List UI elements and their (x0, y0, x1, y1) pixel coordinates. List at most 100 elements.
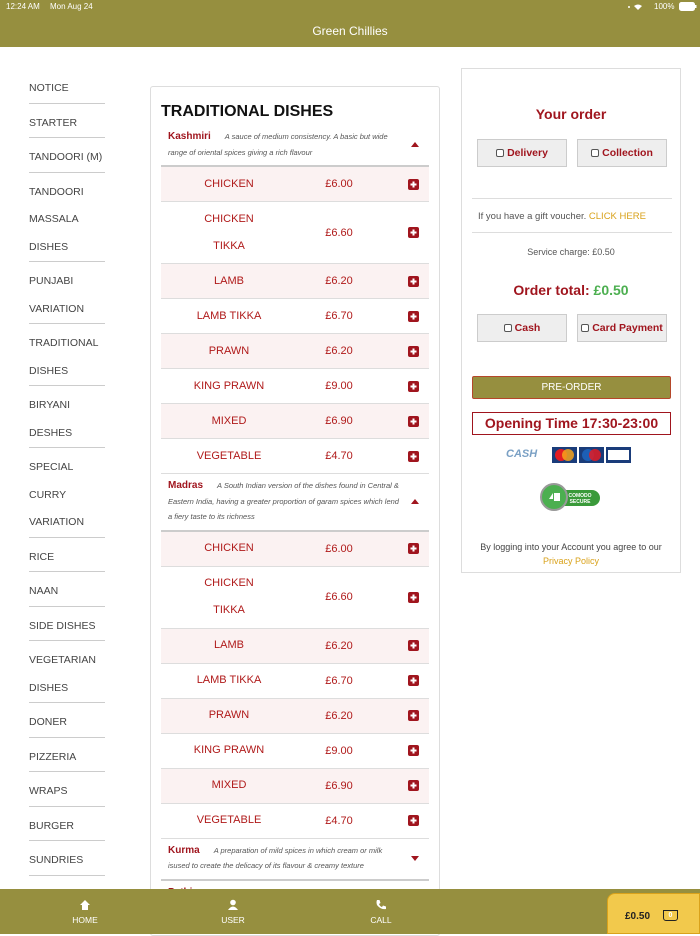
item-name: LAMB TIKKA (196, 674, 262, 686)
add-button[interactable] (408, 815, 419, 826)
section-name: Kashmiri (168, 131, 211, 142)
item-price: £6.20 (325, 345, 353, 357)
add-button[interactable] (408, 710, 419, 721)
menu-item: VEGETABLE £4.70 (161, 804, 429, 839)
section-header[interactable]: Madras A South Indian version of the dish… (161, 474, 429, 532)
add-button[interactable] (408, 345, 419, 357)
category-link[interactable]: BIRYANI DESHES (29, 392, 105, 448)
add-button[interactable] (408, 178, 419, 190)
category-link[interactable]: SIDE DISHES (29, 613, 105, 641)
category-link[interactable]: TANDOORI (M) (29, 144, 105, 173)
add-button[interactable] (408, 380, 419, 392)
cash-logo: CASH (506, 448, 538, 460)
add-button[interactable] (408, 745, 419, 756)
item-name: LAMB (214, 274, 244, 287)
add-button[interactable] (408, 675, 419, 686)
add-button[interactable] (408, 591, 419, 603)
item-name: CHICKEN TIKKA (204, 212, 254, 252)
item-name: MIXED (211, 779, 247, 791)
category-link[interactable]: DONER (29, 709, 105, 738)
section-header[interactable]: Kurma A preparation of mild spices in whi… (161, 839, 429, 881)
status-icons (628, 4, 642, 10)
total-value: £0.50 (593, 282, 629, 298)
bottom-nav: HOME USER CALL £0.50 0 (0, 889, 700, 934)
menu-item: KING PRAWN £9.00 (161, 734, 429, 769)
item-name: LAMB (214, 639, 244, 651)
item-name: VEGETABLE (196, 449, 262, 462)
agreement: By logging into your Account you agree t… (462, 540, 680, 568)
status-battery: 100% (654, 2, 675, 11)
nav-icon (376, 900, 386, 910)
card-button[interactable]: Card Payment (577, 314, 667, 342)
checkbox[interactable] (581, 324, 590, 332)
category-link[interactable]: PUNJABI VARIATION (29, 268, 105, 324)
nav-item[interactable]: HOME (55, 899, 115, 925)
service-charge: Service charge: £0.50 (527, 247, 615, 257)
category-link[interactable]: NAAN (29, 578, 105, 607)
header: 12:24 AM Mon Aug 24 100% Green Chillies (0, 0, 700, 47)
category-sidebar: NOTICE STARTER TANDOORI (M) TANDOORI MASSAL… (29, 75, 105, 882)
add-button[interactable] (408, 640, 419, 651)
status-date: Mon Aug 24 (50, 2, 93, 11)
category-link[interactable]: RICE (29, 544, 105, 572)
section-name: Kurma (168, 844, 200, 856)
item-list: CHICKEN £6.00 CHICKEN TIKKA £6.60 LAMB £6.20 L… (161, 531, 429, 839)
category-link[interactable]: PIZZERIA (29, 744, 105, 772)
category-link[interactable]: TRADITIONAL DISHES (29, 330, 105, 386)
cart-count: 0 (663, 910, 678, 921)
section-description: A sauce of medium consistency. A basic b… (168, 132, 388, 157)
divider (472, 198, 672, 199)
category-link[interactable]: BURGER (29, 813, 105, 841)
item-price: £4.70 (325, 814, 353, 827)
item-price: £6.70 (325, 310, 353, 322)
menu-item: CHICKEN TIKKA £6.60 (161, 202, 429, 264)
gift-voucher: If you have a gift voucher. CLICK HERE (478, 211, 646, 222)
menu-item: VEGETABLE £4.70 (161, 439, 429, 474)
cart-button[interactable]: £0.50 0 (607, 893, 700, 934)
item-name: LAMB TIKKA (196, 309, 262, 322)
item-price: £6.20 (325, 639, 353, 652)
nav-label: CALL (370, 915, 392, 925)
pre-order-button[interactable]: PRE-ORDER (472, 376, 671, 399)
checkbox[interactable] (496, 149, 505, 157)
add-button[interactable] (408, 543, 419, 554)
checkbox[interactable] (591, 149, 600, 157)
add-button[interactable] (408, 415, 419, 427)
category-link[interactable]: VEGETARIAN DISHES (29, 647, 105, 703)
add-button[interactable] (408, 780, 419, 791)
item-name: VEGETABLE (196, 814, 262, 826)
order-title: Your order (535, 106, 607, 122)
privacy-link[interactable]: Privacy Policy (542, 556, 599, 566)
nav-icon (80, 900, 90, 910)
secure-logo: COMODO SECURE (568, 493, 592, 505)
gift-link[interactable]: CLICK HERE (588, 211, 646, 222)
add-button[interactable] (408, 450, 419, 462)
delivery-button[interactable]: Delivery (477, 139, 567, 167)
section-header[interactable]: Kashmiri A sauce of medium consistency. A… (161, 125, 429, 167)
category-link[interactable]: WRAPS (29, 778, 105, 807)
menu-item: LAMB TIKKA £6.70 (161, 664, 429, 699)
order-panel: Your order Delivery Collection If you ha… (461, 68, 681, 573)
category-link[interactable]: SUNDRIES (29, 847, 105, 876)
item-price: £6.70 (325, 674, 353, 687)
category-link[interactable]: SPECIAL CURRY VARIATION (29, 454, 105, 538)
agree-text: By logging into your Account you agree t… (480, 542, 662, 552)
collection-label: Collection (602, 147, 653, 159)
item-price: £9.00 (325, 744, 353, 757)
menu-item: MIXED £6.90 (161, 404, 429, 439)
add-button[interactable] (408, 275, 419, 287)
section-description: A South Indian version of the dishes fou… (168, 481, 399, 521)
nav-item[interactable]: CALL (351, 899, 411, 925)
collection-button[interactable]: Collection (577, 139, 667, 167)
category-link[interactable]: NOTICE (29, 75, 105, 104)
item-price: £9.00 (325, 380, 353, 392)
add-button[interactable] (408, 227, 419, 238)
category-link[interactable]: TANDOORI MASSALA DISHES (29, 179, 105, 262)
section-description: A preparation of mild spices in which cr… (168, 845, 383, 871)
cash-button[interactable]: Cash (477, 314, 567, 342)
nav-item[interactable]: USER (203, 899, 263, 925)
checkbox[interactable] (503, 324, 512, 332)
menu-item: KING PRAWN £9.00 (161, 369, 429, 404)
category-link[interactable]: STARTER (29, 110, 105, 138)
add-button[interactable] (408, 310, 419, 322)
